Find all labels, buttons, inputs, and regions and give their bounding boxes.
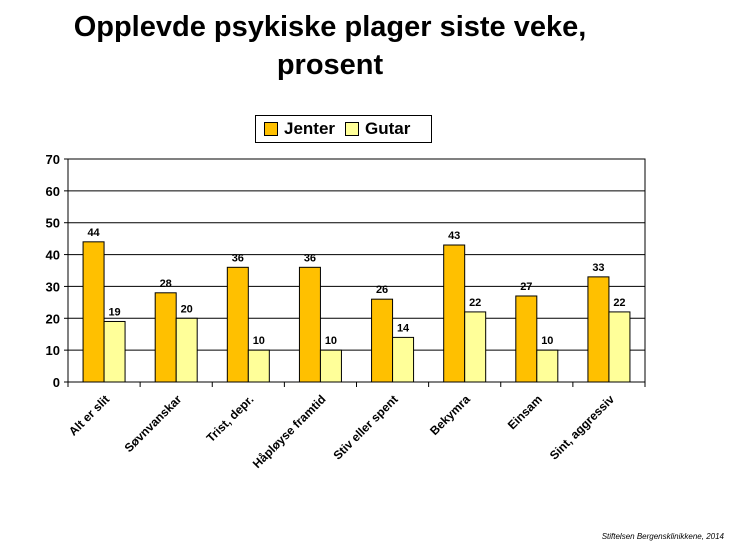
data-label-jenter-alt-er-slit: 44 <box>87 227 100 239</box>
data-label-gutar-stiv-eller-spent: 14 <box>397 322 410 334</box>
bar-gutar-alt-er-slit <box>103 320 126 383</box>
data-label-gutar-s-vnvanskar: 20 <box>181 303 193 315</box>
bar-jenter-bekymra <box>443 244 466 383</box>
y-tick-label-70: 70 <box>46 152 60 167</box>
legend-item-jenter: Jenter <box>264 119 335 139</box>
bar-jenter-s-vnvanskar <box>154 292 177 383</box>
x-tick-label-alt-er-slit: Alt er slit <box>66 392 112 438</box>
data-label-gutar-sint-aggressiv: 22 <box>613 297 625 309</box>
source-footer: Stiftelsen Bergensklinikkene, 2014 <box>601 532 724 541</box>
y-tick-label-40: 40 <box>46 248 60 263</box>
legend-swatch-gutar <box>345 122 360 136</box>
legend-label-gutar: Gutar <box>365 119 411 138</box>
bar-jenter-trist-depr <box>226 266 249 383</box>
data-label-gutar-alt-er-slit: 19 <box>108 306 120 318</box>
bar-gutar-bekymra <box>464 311 487 383</box>
data-label-jenter-sint-aggressiv: 33 <box>592 262 604 274</box>
x-tick-label-s-vnvanskar: Søvnvanskar <box>122 392 185 455</box>
bar-jenter-einsam <box>515 295 538 383</box>
x-tick-label-bekymra: Bekymra <box>427 392 473 438</box>
y-tick-label-30: 30 <box>46 279 60 294</box>
data-label-gutar-einsam: 10 <box>541 335 553 347</box>
data-label-jenter-bekymra: 43 <box>448 230 460 242</box>
x-tick-label-hapl-yse-framtid: Håpløyse framtid <box>250 392 329 471</box>
data-label-jenter-hapl-yse-framtid: 36 <box>304 252 316 264</box>
x-tick-label-einsam: Einsam <box>505 392 545 432</box>
bar-jenter-sint-aggressiv <box>587 276 610 383</box>
y-tick-label-0: 0 <box>53 375 60 390</box>
bar-gutar-hapl-yse-framtid <box>319 349 342 383</box>
data-label-gutar-trist-depr: 10 <box>253 335 265 347</box>
plot-area <box>67 158 646 383</box>
data-label-gutar-bekymra: 22 <box>469 297 481 309</box>
data-label-jenter-trist-depr: 36 <box>232 252 244 264</box>
x-tick-label-trist-depr: Trist, depr. <box>204 392 257 445</box>
y-tick-label-50: 50 <box>46 216 60 231</box>
chart-title: Opplevde psykiske plager siste veke, pro… <box>73 11 587 81</box>
bar-gutar-trist-depr <box>247 349 270 383</box>
y-tick-label-20: 20 <box>46 311 60 326</box>
data-label-jenter-einsam: 27 <box>520 281 532 293</box>
bar-gutar-sint-aggressiv <box>608 311 631 383</box>
legend-label-jenter: Jenter <box>284 119 336 138</box>
data-label-jenter-stiv-eller-spent: 26 <box>376 284 388 296</box>
y-tick-label-10: 10 <box>46 343 60 358</box>
bar-gutar-stiv-eller-spent <box>392 336 415 383</box>
data-label-jenter-s-vnvanskar: 28 <box>160 278 172 290</box>
y-tick-label-60: 60 <box>46 184 60 199</box>
data-label-gutar-hapl-yse-framtid: 10 <box>325 335 337 347</box>
chart-legend: Jenter Gutar <box>255 115 432 143</box>
x-tick-label-stiv-eller-spent: Stiv eller spent <box>330 392 400 462</box>
bar-jenter-alt-er-slit <box>82 241 105 383</box>
x-tick-label-sint-aggressiv: Sint, aggressiv <box>547 392 617 462</box>
bar-jenter-hapl-yse-framtid <box>298 266 321 383</box>
legend-item-gutar: Gutar <box>345 119 410 139</box>
legend-swatch-jenter <box>264 122 278 136</box>
bar-gutar-einsam <box>536 349 559 383</box>
bar-jenter-stiv-eller-spent <box>371 298 394 383</box>
bar-gutar-s-vnvanskar <box>175 317 198 383</box>
